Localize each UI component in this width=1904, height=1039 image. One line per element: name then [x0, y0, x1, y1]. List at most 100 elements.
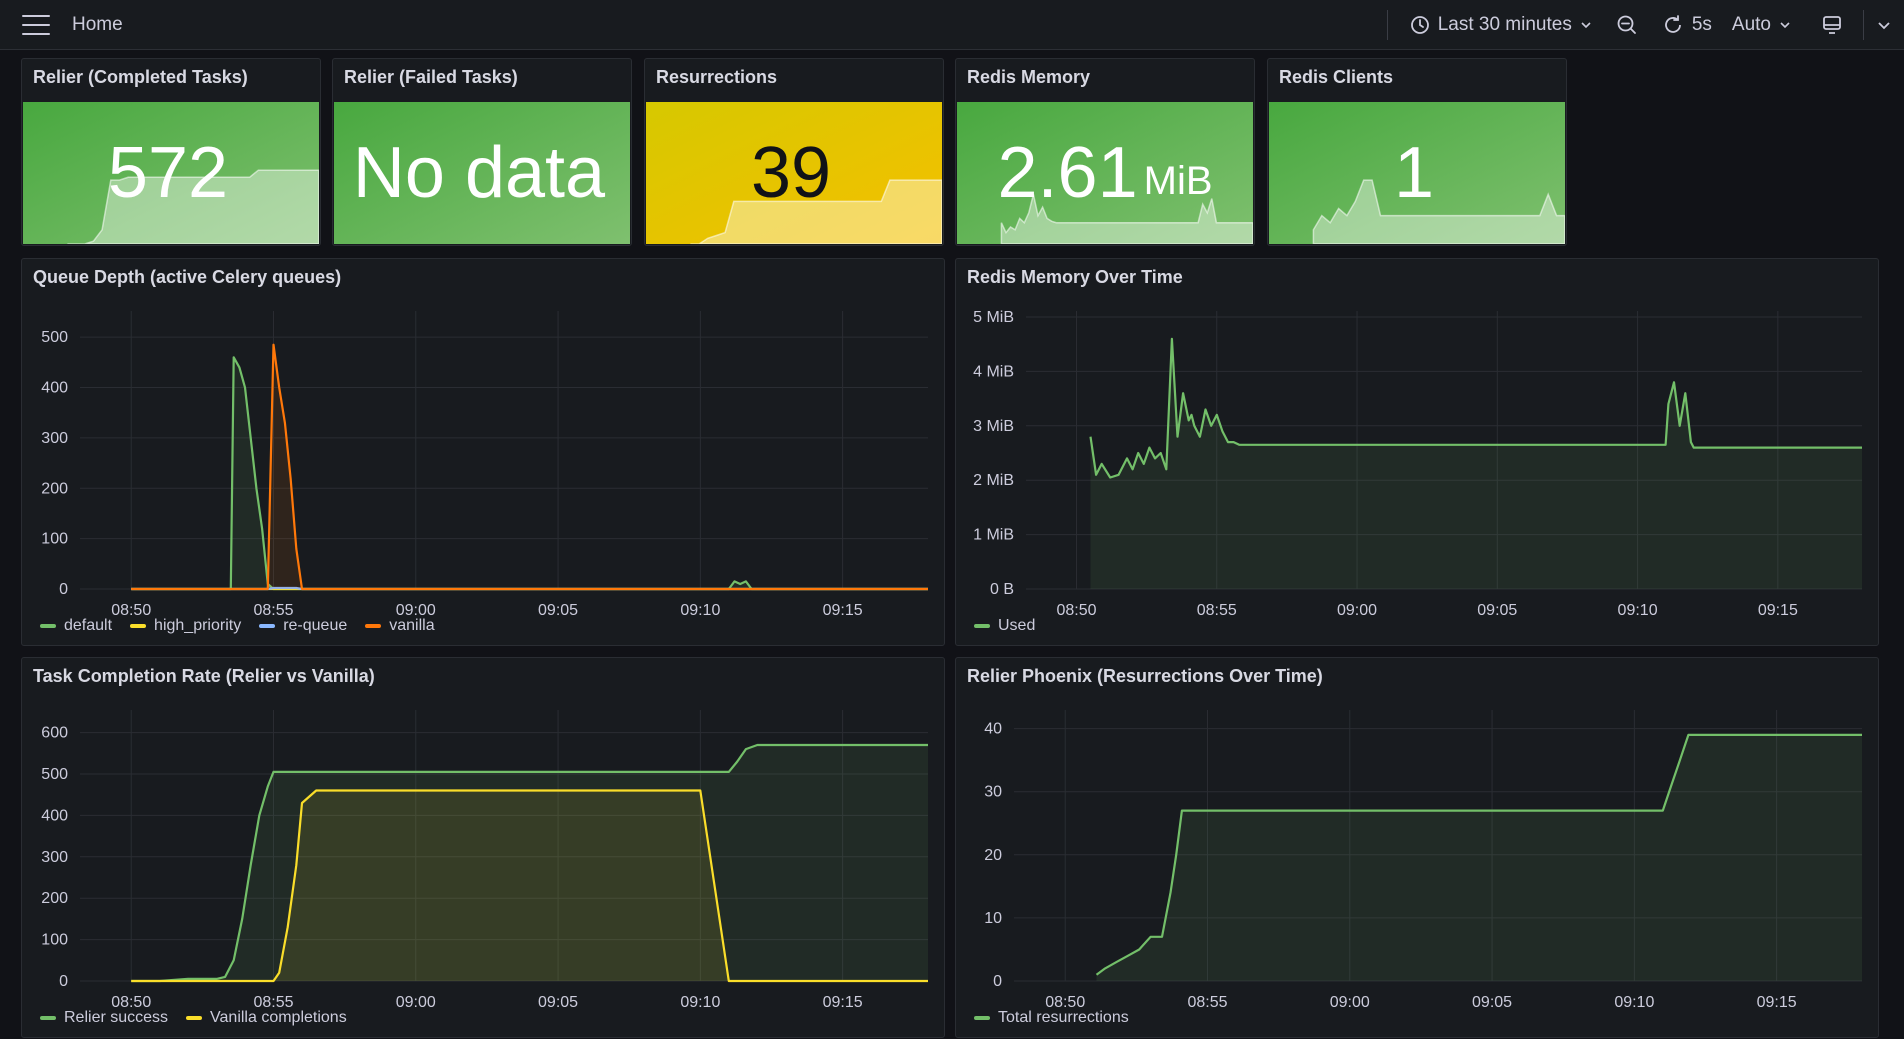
- legend-item[interactable]: Relier success: [40, 1009, 168, 1027]
- stat-value: 572: [107, 133, 229, 213]
- panel-task-completion-rate[interactable]: Task Completion Rate (Relier vs Vanilla)…: [21, 657, 945, 1038]
- zoom-out-button[interactable]: [1602, 0, 1652, 50]
- x-tick-label: 08:55: [253, 994, 293, 1011]
- refresh-interval-label: 5s: [1691, 14, 1712, 35]
- panel-title: Relier Phoenix (Resurrections Over Time): [967, 666, 1323, 686]
- legend-item[interactable]: default: [40, 617, 112, 635]
- time-range-label: Last 30 minutes: [1437, 14, 1572, 35]
- stat-body: No data: [334, 102, 630, 244]
- menu-icon[interactable]: [22, 14, 50, 35]
- series-line-vanilla-completions: [131, 789, 928, 983]
- y-tick-label: 4 MiB: [973, 363, 1014, 380]
- refresh-mode-label: Auto: [1731, 14, 1771, 35]
- monitor-icon: [1823, 16, 1841, 34]
- y-tick-label: 40: [984, 721, 1002, 738]
- panel-redis-memory-over-time[interactable]: Redis Memory Over Time 0 B 1 MiB 2 MiB 3 Mi…: [955, 258, 1879, 646]
- series-area-vanilla-completions: [131, 790, 928, 981]
- x-tick-label: 09:00: [1330, 994, 1370, 1011]
- x-tick-label: 09:05: [538, 994, 578, 1011]
- legend-swatch: [186, 1016, 203, 1020]
- x-tick-label: 09:15: [823, 994, 863, 1011]
- stat-panel-redis-clients[interactable]: Redis Clients 1: [1267, 58, 1567, 246]
- sparkline: [1269, 102, 1565, 244]
- stat-body: 572: [23, 102, 319, 244]
- refresh-mode-picker[interactable]: Auto: [1722, 0, 1801, 50]
- x-tick-label: 09:00: [1337, 602, 1377, 619]
- kiosk-mode-button[interactable]: [1801, 0, 1863, 50]
- y-tick-label: 100: [41, 531, 68, 548]
- y-tick-label: 3 MiB: [973, 418, 1014, 435]
- x-tick-label: 08:55: [253, 602, 293, 619]
- x-tick-label: 09:05: [1477, 602, 1517, 619]
- legend-label: Vanilla completions: [210, 1009, 347, 1026]
- breadcrumb-home[interactable]: Home: [72, 13, 123, 35]
- legend-swatch: [259, 624, 276, 628]
- x-tick-label: 08:50: [1056, 602, 1096, 619]
- chart-legend: default high_priority re-queue vanilla: [40, 617, 435, 635]
- y-tick-label: 300: [41, 849, 68, 866]
- series-line-total-resurrections: [1095, 733, 1862, 976]
- x-tick-label: 09:10: [680, 994, 720, 1011]
- legend-item[interactable]: high_priority: [130, 617, 241, 635]
- y-tick-label: 30: [984, 784, 1002, 801]
- toolbar-divider: [1863, 10, 1864, 40]
- legend-item[interactable]: re-queue: [259, 617, 347, 635]
- x-tick-label: 09:00: [396, 602, 436, 619]
- series-line-used: [1089, 337, 1862, 479]
- legend-swatch: [974, 1016, 990, 1020]
- sparkline-area: [1000, 194, 1253, 244]
- legend-label: Total resurrections: [998, 1009, 1129, 1026]
- legend-label: Relier success: [64, 1009, 169, 1026]
- sparkline-area: [1312, 179, 1565, 244]
- series-area-default: [131, 357, 928, 589]
- redis-memory-chart: 0 B 1 MiB 2 MiB 3 MiB 4 MiB 5 MiB 08:50 08:55 09…: [973, 309, 1862, 619]
- sparkline-area: [690, 179, 942, 244]
- panel-relier-phoenix[interactable]: Relier Phoenix (Resurrections Over Time)…: [955, 657, 1879, 1038]
- stat-panel-completed-tasks[interactable]: Relier (Completed Tasks) 572: [21, 58, 321, 246]
- series-area-relier-success: [131, 745, 928, 981]
- y-tick-label: 2 MiB: [973, 472, 1014, 489]
- x-tick-label: 09:10: [1618, 602, 1658, 619]
- y-tick-label: 300: [41, 430, 68, 447]
- legend-label: Used: [998, 617, 1036, 634]
- stat-background: [334, 102, 630, 244]
- x-tick-label: 09:05: [538, 602, 578, 619]
- series-area-total-resurrections: [1096, 734, 1862, 981]
- chevron-down-icon: [1878, 22, 1890, 30]
- stat-panel-failed-tasks[interactable]: Relier (Failed Tasks) No data: [332, 58, 632, 246]
- panel-queue-depth[interactable]: Queue Depth (active Celery queues) 0 100 2…: [21, 258, 945, 646]
- top-bar: Home Last 30 minutes 5s Auto: [0, 0, 1904, 50]
- sparkline: [646, 102, 942, 244]
- stat-panel-redis-memory[interactable]: Redis Memory 2.61 MiB: [955, 58, 1255, 246]
- legend-swatch: [40, 1016, 56, 1020]
- x-tick-label: 08:50: [111, 602, 151, 619]
- stat-panel-resurrections[interactable]: Resurrections 39: [644, 58, 944, 246]
- panel-title: Queue Depth (active Celery queues): [33, 267, 342, 287]
- toolbar: Last 30 minutes 5s Auto: [1386, 0, 1904, 50]
- time-range-picker[interactable]: Last 30 minutes: [1400, 0, 1602, 50]
- legend-swatch: [365, 624, 382, 628]
- legend-swatch: [130, 624, 147, 628]
- y-tick-label: 100: [41, 932, 68, 949]
- stat-background: [646, 102, 942, 244]
- panel-title: Relier (Completed Tasks): [33, 67, 248, 87]
- expand-toolbar-button[interactable]: [1864, 0, 1904, 50]
- x-tick-label: 08:55: [1187, 994, 1227, 1011]
- y-tick-label: 1 MiB: [973, 527, 1014, 544]
- legend-item[interactable]: Vanilla completions: [186, 1009, 347, 1027]
- y-tick-label: 0: [993, 973, 1002, 990]
- series-area-used: [1090, 338, 1862, 589]
- y-tick-label: 600: [41, 725, 68, 742]
- resurrections-chart: 0 10 20 30 40 08:50 08:55 09:00 09:05 09:10 09:15: [984, 710, 1862, 1011]
- legend-item[interactable]: Used: [974, 617, 1035, 635]
- queue-depth-chart: 0 100 200 300 400 500 08:50 08:55 09:00 09:05 09:1…: [41, 311, 928, 619]
- legend-item[interactable]: vanilla: [365, 617, 435, 635]
- stat-background: [957, 102, 1253, 244]
- y-tick-label: 400: [41, 380, 68, 397]
- legend-label: vanilla: [389, 617, 435, 634]
- x-tick-label: 09:10: [1614, 994, 1654, 1011]
- refresh-button[interactable]: 5s: [1652, 0, 1722, 50]
- sparkline: [334, 102, 630, 244]
- x-tick-label: 08:55: [1197, 602, 1237, 619]
- legend-item[interactable]: Total resurrections: [974, 1009, 1129, 1027]
